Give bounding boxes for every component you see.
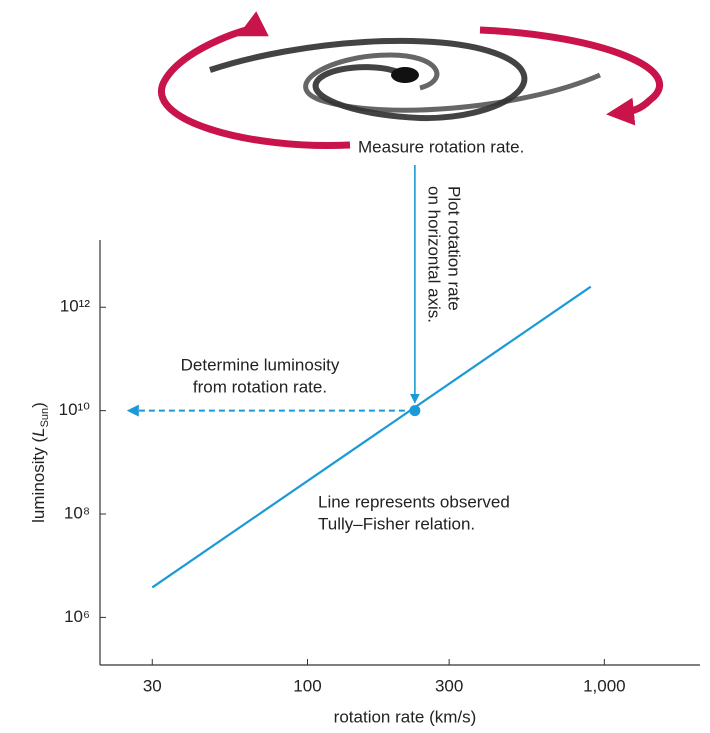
x-tick-label: 30 bbox=[143, 676, 162, 695]
y-tick-label: 10⁸ bbox=[64, 504, 90, 523]
annotation: Determine luminosity bbox=[181, 355, 340, 374]
x-tick-label: 300 bbox=[435, 676, 463, 695]
annotation: Tully–Fisher relation. bbox=[318, 514, 475, 533]
y-label-close: ) bbox=[29, 402, 48, 408]
y-label-text: luminosity ( bbox=[29, 437, 48, 523]
y-tick-label: 10⁶ bbox=[64, 607, 90, 626]
data-line bbox=[151, 285, 592, 589]
y-label-symbol: L bbox=[29, 427, 48, 436]
x-tick-label: 100 bbox=[293, 676, 321, 695]
annotation: Line represents observed bbox=[318, 492, 510, 511]
highlight-point bbox=[409, 405, 421, 417]
galaxy-illustration bbox=[158, 11, 664, 150]
y-tick-label: 10¹² bbox=[60, 297, 91, 316]
x-axis-label: rotation rate (km/s) bbox=[334, 707, 477, 726]
annotation: Plot rotation rate bbox=[445, 186, 464, 311]
y-label-subscript: Sun bbox=[39, 408, 51, 428]
annotation: from rotation rate. bbox=[193, 377, 327, 396]
annotation: on horizontal axis. bbox=[425, 186, 444, 323]
annotation: Measure rotation rate. bbox=[358, 137, 524, 156]
x-tick-label: 1,000 bbox=[583, 676, 626, 695]
y-tick-label: 10¹⁰ bbox=[59, 400, 91, 419]
y-axis-label: luminosity (LSun) bbox=[29, 402, 50, 523]
